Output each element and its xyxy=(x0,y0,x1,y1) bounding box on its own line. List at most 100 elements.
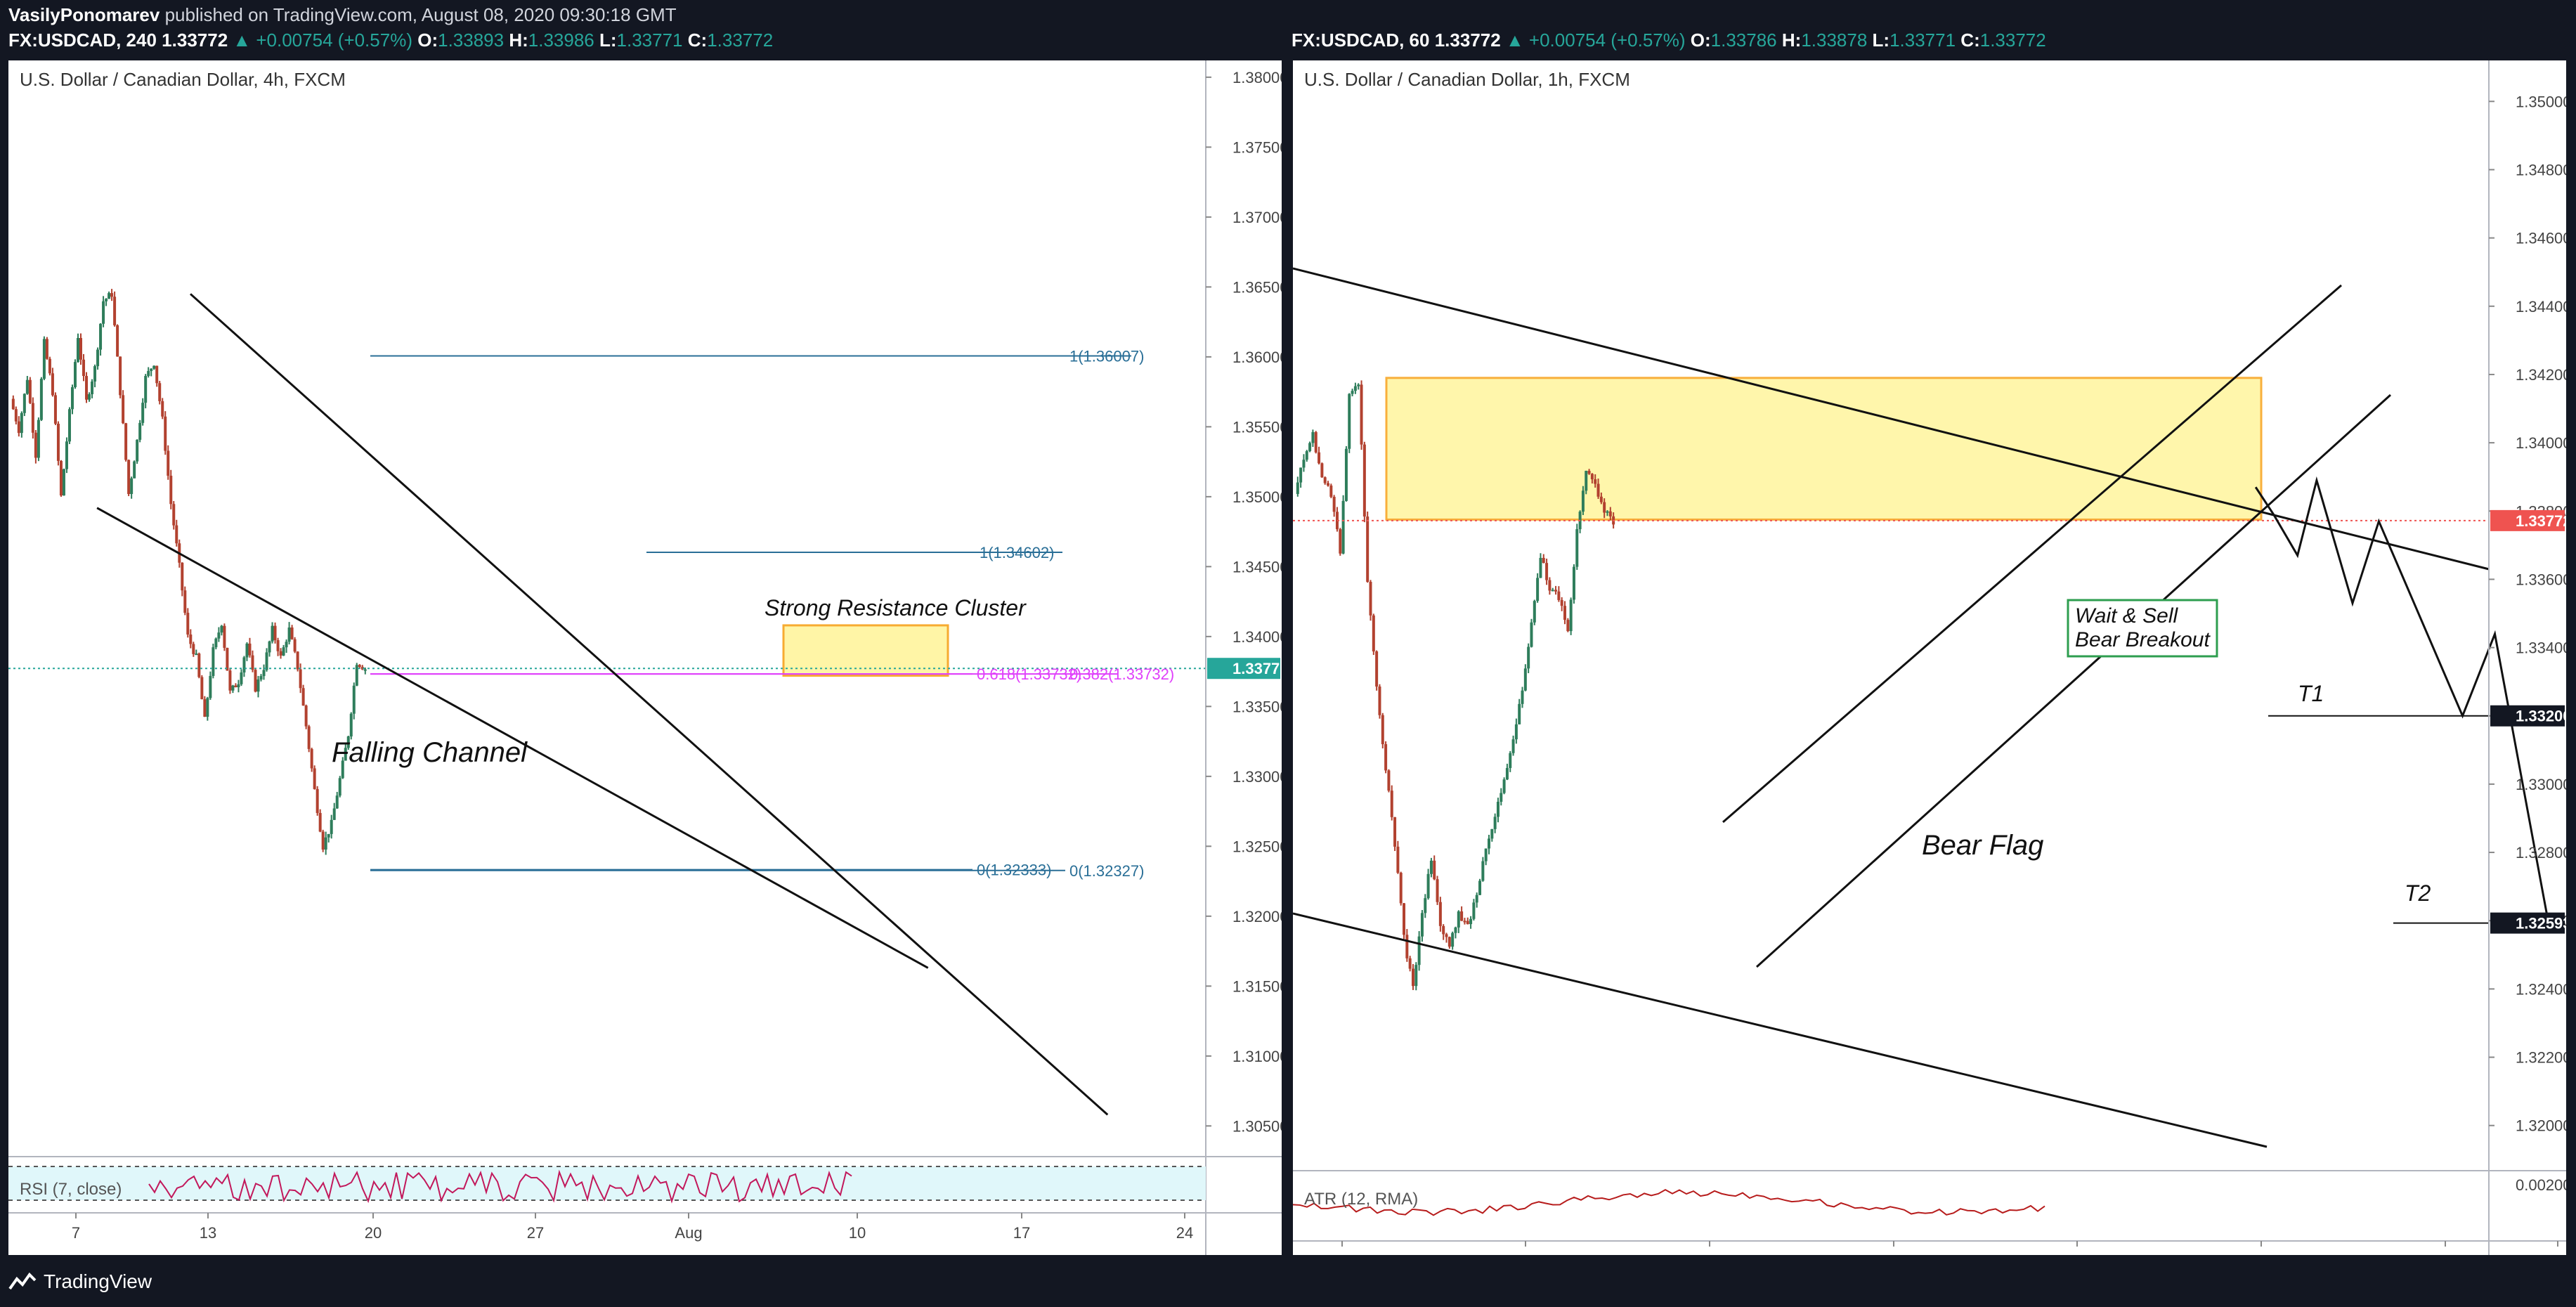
candle-body xyxy=(1569,599,1573,632)
author-name[interactable]: VasilyPonomarev xyxy=(8,4,160,25)
y-tick-label: 1.31000 xyxy=(1232,1048,1282,1065)
candle-body xyxy=(226,647,229,671)
candle-body xyxy=(1302,460,1306,468)
channel-lower-line xyxy=(96,507,929,969)
last-left: 1.33772 xyxy=(162,30,228,51)
candle-body xyxy=(256,679,260,692)
y-tick-label: 1.36500 xyxy=(1232,278,1282,296)
candle-body xyxy=(248,643,252,656)
candle-body xyxy=(338,778,341,796)
candle-body xyxy=(327,833,330,838)
chart-1h-svg[interactable]: 1.35000 1.34800 1.34600 1.34400 1.34200 1.340… xyxy=(1292,60,2572,1270)
x-tick-label: 7 xyxy=(72,1224,80,1242)
tradingview-logo[interactable]: TradingView xyxy=(8,1269,152,1294)
candle-body xyxy=(1357,384,1360,386)
x-tick-label: Aug xyxy=(675,1224,702,1242)
candle-body xyxy=(130,478,134,495)
y-tick-label: 1.35000 xyxy=(2516,93,2566,110)
candle-body xyxy=(136,439,139,462)
candle-body xyxy=(14,409,18,422)
y-tick-label: 1.33600 xyxy=(2516,571,2566,588)
candle-body xyxy=(1460,911,1464,921)
candle-body xyxy=(1481,861,1485,881)
candle-body xyxy=(1518,703,1521,724)
candle-body xyxy=(1530,622,1533,647)
candle-body xyxy=(228,670,232,691)
candle-body xyxy=(1505,767,1509,780)
candle-body xyxy=(96,349,100,367)
chart-4h-svg[interactable]: 1(1.36007)1(1.34602)0.618(1.33732)0.382(… xyxy=(8,60,1289,1255)
fib-level-label: 1(1.36007) xyxy=(1069,347,1144,365)
x-tick-label: 20 xyxy=(365,1224,382,1242)
y-tick-label: 1.33400 xyxy=(2516,639,2566,657)
candle-body xyxy=(91,381,94,395)
candle-body xyxy=(1369,582,1372,616)
candle-body xyxy=(1318,452,1321,464)
candle-body xyxy=(152,365,156,369)
chart-pane-1h[interactable]: 1.35000 1.34800 1.34600 1.34400 1.34200 1.340… xyxy=(1292,60,2572,1270)
atr-label: ATR (12, RMA) xyxy=(1304,1190,1418,1209)
chart-pane-4h[interactable]: 1(1.36007) 1(1.34602) 0.618(1.33732) 0.382(… xyxy=(8,60,1289,1255)
rsi-label: RSI (7, close) xyxy=(20,1180,122,1199)
candle-body xyxy=(141,403,145,423)
candle-body xyxy=(330,819,333,834)
y-tick-label: 1.34200 xyxy=(2516,366,2566,384)
price-tag-label: 1.33772 xyxy=(2516,512,2566,530)
high-right: 1.33878 xyxy=(1801,30,1868,51)
rsi-line xyxy=(148,1169,852,1204)
candle-body xyxy=(1323,477,1327,483)
candle-body xyxy=(48,358,51,374)
candle-body xyxy=(1393,817,1397,847)
y-tick-label: 1.35500 xyxy=(1232,418,1282,436)
candle-body xyxy=(1417,936,1421,965)
candle-body xyxy=(282,647,285,656)
candle-body xyxy=(1563,606,1567,620)
tradingview-logo-icon xyxy=(8,1272,37,1290)
candle-body xyxy=(167,450,170,476)
symbol-left[interactable]: FX:USDCAD, 240 xyxy=(8,30,157,51)
y-tick-label: 1.37500 xyxy=(1232,138,1282,156)
candle-body xyxy=(1457,911,1460,928)
candle-body xyxy=(1527,646,1530,669)
candle-body xyxy=(85,376,89,400)
candle-body xyxy=(1396,846,1400,873)
x-tick-label: 17 xyxy=(1013,1224,1030,1242)
candle-body xyxy=(1424,898,1427,913)
y-tick-label: 1.31500 xyxy=(1232,977,1282,995)
symbol-right[interactable]: FX:USDCAD, 60 xyxy=(1292,30,1430,51)
candle-body xyxy=(321,831,325,850)
candle-body xyxy=(1335,512,1339,530)
candle-body xyxy=(1327,483,1330,486)
candle-body xyxy=(20,412,23,434)
footer: TradingView xyxy=(0,1255,2576,1307)
candle-body xyxy=(1469,918,1473,925)
candle-body xyxy=(1585,471,1588,491)
candle-body xyxy=(76,338,79,363)
tradingview-brand: TradingView xyxy=(44,1270,152,1292)
candle-body xyxy=(318,812,322,832)
close-right: 1.33772 xyxy=(1979,30,2046,51)
candle-body xyxy=(1378,687,1381,715)
candle-body xyxy=(296,651,299,670)
price-tag-label: 1.33200 xyxy=(2516,708,2566,725)
candle-body xyxy=(335,795,339,809)
candle-body xyxy=(307,726,311,749)
candle-body xyxy=(155,365,159,384)
candle-body xyxy=(1548,580,1552,591)
y-tick-label: 1.34000 xyxy=(2516,434,2566,452)
candle-body xyxy=(1557,591,1561,600)
target-1-label: T1 xyxy=(2298,681,2324,706)
candle-body xyxy=(237,684,240,687)
resistance-zone xyxy=(1385,377,2263,521)
candle-body xyxy=(341,760,344,779)
candle-body xyxy=(279,651,282,656)
y-tick-label: 1.34600 xyxy=(2516,230,2566,247)
candle-body xyxy=(1554,590,1558,592)
candle-body xyxy=(1372,615,1375,652)
candle-body xyxy=(1399,873,1403,904)
candle-body xyxy=(1305,451,1308,460)
candle-body xyxy=(220,625,223,633)
candle-body xyxy=(1454,927,1457,933)
candle-body xyxy=(1587,471,1591,474)
candle-body xyxy=(56,423,60,461)
